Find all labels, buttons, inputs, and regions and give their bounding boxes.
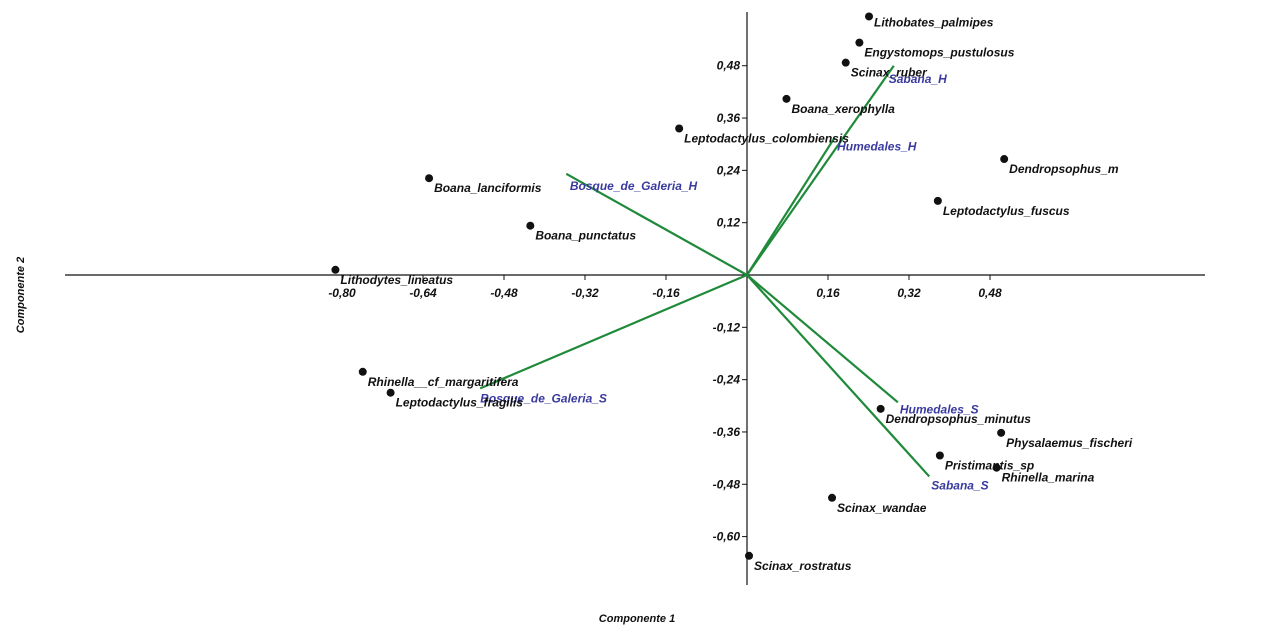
x-tick-label: 0,32 [897,286,921,300]
point-label-physalaemus-fischeri: Physalaemus_fischeri [1006,436,1133,450]
point-label-boana-lanciformis: Boana_lanciformis [434,181,542,195]
axes: -0,80 -0,64 -0,48 -0,32 -0,16 0,16 0,32 0,48 0,4… [65,12,1205,585]
point-label-engystomops-pustulosus: Engystomops_pustulosus [864,46,1014,60]
x-tick-label: -0,48 [490,286,518,300]
point-leptodactylus-fuscus [933,196,942,205]
vector-label-humedales-s: Humedales_S [900,403,979,417]
vector-label-sabana-h: Sabana_H [889,72,947,86]
point-physalaemus-fischeri [997,428,1006,437]
point-label-scinax-ruber: Scinax_ruber [851,66,928,80]
point-label-pristimantis-sp: Pristimantis_sp [945,459,1034,473]
y-tick-label: 0,48 [717,59,741,73]
vector-bosque-de-galeria-h [565,172,748,276]
point-label-scinax-rostratus: Scinax_rostratus [754,559,852,573]
point-engystomops-pustulosus [855,38,864,47]
point-label-boana-punctatus: Boana_punctatus [535,229,636,243]
point-boana-xerophylla [782,94,791,103]
point-label-rhinella-marina: Rhinella_marina [1002,471,1095,485]
point-boana-lanciformis [425,174,434,183]
point-leptodactylus-colombiensis [675,124,684,133]
point-label-dendropsophus-m: Dendropsophus_m [1009,162,1119,176]
point-scinax-rostratus [745,551,754,560]
y-tick-label: 0,12 [717,216,741,230]
point-scinax-wandae [828,493,837,502]
x-tick-label: -0,32 [571,286,599,300]
point-label-boana-xerophylla: Boana_xerophylla [791,102,895,116]
x-tick-label: -0,16 [652,286,680,300]
x-tick-label: -0,64 [409,286,437,300]
vector-label-humedales-h: Humedales_H [837,140,917,154]
vector-sabana-h [746,65,895,276]
y-tick-label: -0,36 [713,425,741,439]
y-tick-label: -0,24 [713,373,741,387]
point-label-leptodactylus-colombiensis: Leptodactylus_colombiensis [684,132,849,146]
y-tick-label: -0,60 [713,530,741,544]
vector-humedales-s [746,274,899,404]
point-label-lithodytes-lineatus: Lithodytes_lineatus [340,273,453,287]
point-lithodytes-lineatus [331,265,340,274]
point-label-leptodactylus-fragilis: Leptodactylus_fragilis [396,396,524,410]
vectors: Sabana_H Humedales_H Bosque_de_Galeria_H Bo… [479,65,989,493]
vector-sabana-s [746,274,931,478]
vector-label-bosque-de-galeria-h: Bosque_de_Galeria_H [570,179,698,193]
point-lithobates-palmipes [865,12,874,21]
vector-humedales-h [746,137,836,276]
y-tick-label: 0,36 [717,111,741,125]
vector-label-sabana-s: Sabana_S [931,479,988,493]
point-rhinella-cf-margaritifera [358,367,367,376]
point-scinax-ruber [841,58,850,67]
point-leptodactylus-fragilis [386,388,395,397]
point-label-lithobates-palmipes: Lithobates_palmipes [874,15,994,29]
vector-bosque-de-galeria-s [479,273,748,390]
point-label-scinax-wandae: Scinax_wandae [837,501,927,515]
point-dendropsophus-minutus [876,404,885,413]
y-tick-label: -0,48 [713,477,741,491]
point-pristimantis-sp [935,451,944,460]
x-axis-title: Componente 1 [599,613,675,625]
point-rhinella-marina [992,463,1001,472]
y-tick-label: -0,12 [713,320,741,334]
y-axis-title: Componente 2 [15,257,27,333]
point-label-rhinella-cf-margaritifera: Rhinella__cf_margaritifera [368,375,519,389]
x-tick-label: 0,16 [816,286,840,300]
point-dendropsophus-m [1000,155,1009,164]
vector-label-bosque-de-galeria-s: Bosque_de_Galeria_S [480,392,607,406]
x-tick-label: 0,48 [978,286,1002,300]
point-label-leptodactylus-fuscus: Leptodactylus_fuscus [943,204,1070,218]
points: Lithobates_palmipes Engystomops_pustulosu… [331,12,1133,573]
point-label-dendropsophus-minutus: Dendropsophus_minutus [886,412,1032,426]
y-tick-label: 0,24 [717,163,741,177]
x-tick-label: -0,80 [328,286,356,300]
point-boana-punctatus [526,221,535,230]
